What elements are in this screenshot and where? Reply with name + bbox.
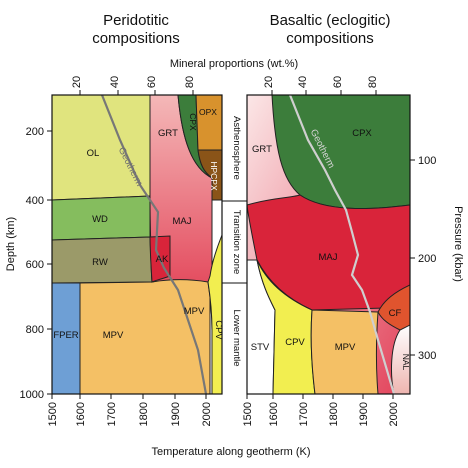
field-mpv (79, 275, 211, 394)
label-stv: STV (251, 342, 270, 353)
field-opx (195, 95, 222, 151)
label-cpx-r: CPX (352, 128, 372, 139)
temp-tick-l-1500: 1500 (47, 402, 59, 426)
label-grt-r: GRT (252, 144, 272, 155)
pressure-axis: 100 200 300 Pressure (kbar) (410, 155, 464, 362)
label-mpv-r: MPV (335, 342, 356, 353)
peridotitic-panel (52, 95, 222, 394)
depth-tick-400: 400 (26, 195, 44, 207)
mineral-ticks: 20 40 60 80 20 40 60 80 (71, 76, 379, 95)
mineral-tick-l-20: 20 (71, 76, 83, 88)
depth-axis: 200 400 600 800 1000 Depth (km) (5, 126, 52, 401)
left-title-line1: Peridotitic (103, 12, 169, 29)
mineral-tick-r-60: 60 (332, 76, 344, 88)
label-cpx: CPX (188, 113, 198, 131)
mineral-proportions-label: Mineral proportions (wt.%) (170, 58, 298, 70)
pressure-label: Pressure (kbar) (452, 206, 464, 282)
geotherm-right (288, 95, 396, 394)
temp-tick-r-2000: 2000 (388, 402, 400, 426)
pressure-tick-300: 300 (418, 350, 436, 362)
field-hpcpx (197, 149, 222, 201)
temp-tick-l-1700: 1700 (106, 402, 118, 426)
temp-tick-l-1600: 1600 (75, 402, 87, 426)
temp-tick-l-1800: 1800 (138, 402, 150, 426)
pressure-tick-100: 100 (418, 155, 436, 167)
label-cf: CF (389, 308, 402, 319)
basaltic-panel (247, 95, 410, 394)
temp-tick-r-1900: 1900 (358, 402, 370, 426)
right-title-line2: compositions (286, 30, 374, 47)
mineral-tick-r-80: 80 (367, 76, 379, 88)
label-ak: AK (156, 254, 169, 265)
right-title-line1: Basaltic (eclogitic) (270, 12, 391, 29)
label-cpv-r: CPV (285, 337, 305, 348)
right-frame (246, 94, 411, 395)
label-mpv: MPV (103, 330, 124, 341)
left-frame (51, 94, 223, 395)
label-rw: RW (92, 257, 108, 268)
label-maj: MAJ (173, 216, 192, 227)
depth-tick-600: 600 (26, 259, 44, 271)
depth-tick-1000: 1000 (20, 389, 44, 401)
label-opx: OPX (199, 107, 217, 117)
temp-tick-r-1700: 1700 (298, 402, 310, 426)
temp-tick-l-1900: 1900 (170, 402, 182, 426)
field-cpv (207, 234, 222, 394)
temperature-axis: 1500 1600 1700 1800 1900 2000 1500 1600 … (47, 394, 400, 458)
mineral-tick-r-40: 40 (297, 76, 309, 88)
temp-tick-r-1500: 1500 (242, 402, 254, 426)
zone-transition: Transition zone (231, 210, 242, 275)
zone-column: Asthenosphere Transition zone Lower mant… (222, 116, 247, 367)
depth-tick-200: 200 (26, 126, 44, 138)
mineral-tick-l-60: 60 (146, 76, 158, 88)
temp-tick-r-1600: 1600 (268, 402, 280, 426)
label-fper: FPER (53, 330, 78, 341)
left-title-line2: compositions (92, 30, 180, 47)
label-wd: WD (92, 214, 108, 225)
mineral-tick-l-80: 80 (184, 76, 196, 88)
depth-label: Depth (km) (5, 217, 17, 271)
zone-asthenosphere: Asthenosphere (231, 116, 242, 180)
label-nal: NAL (401, 354, 411, 371)
field-nal (391, 324, 410, 394)
label-grt: GRT (158, 128, 178, 139)
depth-tick-800: 800 (26, 324, 44, 336)
temp-tick-r-1800: 1800 (328, 402, 340, 426)
geotherm-left (100, 95, 208, 394)
field-mpv-r (310, 309, 379, 394)
zone-lower-mantle: Lower mantle (231, 309, 242, 366)
pressure-tick-200: 200 (418, 253, 436, 265)
mineral-tick-l-40: 40 (109, 76, 121, 88)
mineral-tick-r-20: 20 (263, 76, 275, 88)
temperature-label: Temperature along geotherm (K) (152, 446, 311, 458)
temp-tick-l-2000: 2000 (201, 402, 213, 426)
label-ol: OL (87, 148, 100, 159)
field-fper (52, 282, 81, 394)
label-maj-r: MAJ (319, 252, 338, 263)
label-cpv: CPV (213, 320, 224, 340)
label-hpcpx: HPCPX (209, 161, 219, 191)
label-mpv-2: MPV (184, 306, 205, 317)
